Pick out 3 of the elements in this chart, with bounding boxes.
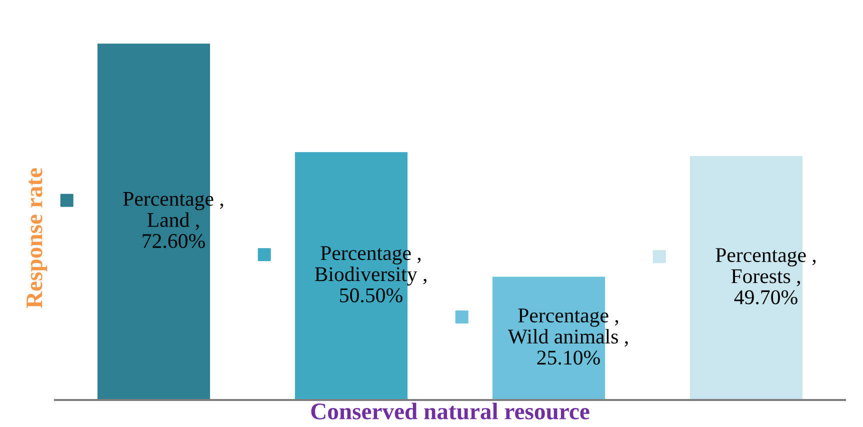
data-label: Percentage , Forests , 49.70% (716, 248, 816, 304)
x-axis-title: Conserved natural resource (311, 402, 590, 420)
y-axis-title: Response rate (26, 168, 48, 308)
